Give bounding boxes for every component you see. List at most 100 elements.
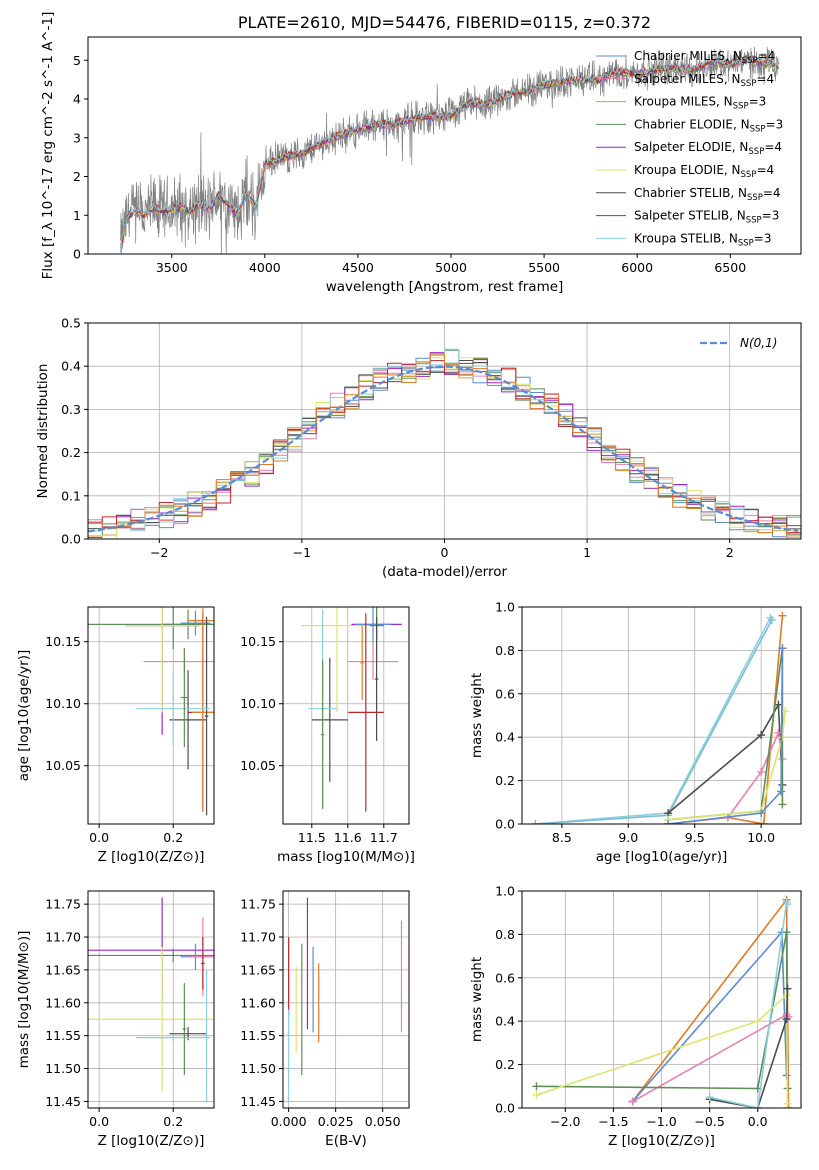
axes-frame (87, 36, 802, 255)
weight-marker (777, 787, 786, 796)
y-tick-label: 0.6 (495, 970, 515, 985)
x-tick: 9.0 (618, 824, 638, 845)
x-tick: 5000 (435, 254, 467, 275)
plot-area (301, 607, 402, 812)
y-tick: 11.65 (45, 962, 88, 977)
y-tick: 11.75 (240, 897, 283, 912)
panel-mass-vs-z: 0.0 0.2 11.45 11.50 11.55 11.60 11.65 11.70 11.7… (16, 890, 215, 1149)
weight-marker (759, 820, 768, 824)
x-tick-label: −0.5 (694, 1114, 724, 1129)
y-tick: 10.10 (240, 696, 283, 711)
y-tick-label: 11.60 (45, 995, 81, 1010)
y-tick-label: 11.60 (240, 995, 276, 1010)
x-tick: 11.7 (370, 824, 398, 845)
y-tick-label: 0 (73, 247, 81, 262)
axes-frame (282, 606, 410, 825)
x-tick-label: 0.2 (163, 830, 183, 845)
y-tick: 11.65 (240, 962, 283, 977)
y-tick: 0.3 (61, 402, 88, 417)
legend-label: Kroupa ELODIE, NSSP=4 (634, 163, 774, 180)
y-tick: 3 (73, 130, 88, 145)
x-tick: 0.2 (163, 824, 183, 845)
x-tick-label: 10.0 (747, 830, 775, 845)
y-tick-label: 0.2 (495, 1057, 515, 1072)
axes-frame (87, 606, 215, 825)
x-tick-label: 3500 (156, 260, 188, 275)
y-tick: 0.2 (61, 445, 88, 460)
y-tick-label: 11.55 (240, 1028, 276, 1043)
y-tick-label: 0.2 (61, 445, 81, 460)
y-axis-label: mass weight (469, 673, 485, 758)
y-tick: 10.10 (45, 696, 88, 711)
axes-frame (87, 322, 802, 540)
histogram-step-9 (88, 353, 801, 538)
y-tick-label: 0.8 (495, 927, 515, 942)
legend-item: Salpeter STELIB, NSSP=3 (596, 209, 779, 226)
panel-age-vs-mass: 11.5 11.6 11.7 10.05 10.10 10.15 mass [log10(M… (240, 606, 415, 865)
y-tick: 0 (73, 247, 88, 262)
y-tick: 0.6 (495, 970, 522, 985)
error-bar-point (301, 607, 373, 713)
x-axis-label: mass [log10(M/M⊙)] (277, 849, 415, 865)
y-tick-label: 0.4 (495, 1014, 515, 1029)
error-bar-point (88, 946, 214, 1092)
x-tick: 9.5 (685, 824, 705, 845)
y-axis-label: Normed distribution (35, 364, 51, 499)
plot-area (531, 611, 790, 824)
y-tick-label: 11.50 (45, 1061, 81, 1076)
y-tick-label: 11.70 (240, 930, 276, 945)
weight-marker (783, 1099, 792, 1108)
y-tick-label: 0.0 (61, 532, 81, 547)
weight-marker (778, 644, 787, 653)
y-tick: 11.70 (240, 930, 283, 945)
x-tick: 11.6 (334, 824, 362, 845)
panel-age-vs-z: 0.0 0.2 10.05 10.10 10.15 Z [log10(Z/Z⊙)] age … (16, 606, 215, 865)
weight-marker (783, 984, 792, 993)
plot-area (288, 897, 403, 1102)
y-tick-label: 11.65 (45, 962, 81, 977)
x-tick: 0 (441, 539, 449, 560)
x-tick-label: 9.0 (618, 830, 638, 845)
legend-item: Chabrier ELODIE, NSSP=3 (596, 117, 783, 134)
x-tick-label: 2 (726, 545, 734, 560)
y-tick: 2 (73, 169, 88, 184)
y-tick-label: 10.10 (45, 696, 81, 711)
error-bar-point (191, 613, 214, 812)
x-tick-label: −1.0 (646, 1114, 676, 1129)
x-tick-label: −1 (293, 545, 311, 560)
x-tick: −1 (293, 539, 311, 560)
legend-label: Chabrier MILES, NSSP=4 (634, 49, 775, 66)
x-tick: 0.025 (318, 1108, 354, 1129)
x-tick-label: −2 (150, 545, 168, 560)
x-tick-label: 0.050 (365, 1114, 401, 1129)
legend-label: Salpeter ELODIE, NSSP=4 (634, 140, 782, 157)
y-tick: 0.2 (495, 773, 522, 788)
legend: N(0,1) (700, 336, 777, 350)
x-tick: −1.0 (646, 1108, 677, 1129)
y-tick-label: 11.75 (45, 897, 81, 912)
weight-marker (532, 1090, 541, 1099)
error-bar-point (204, 616, 209, 816)
y-tick: 11.60 (240, 995, 283, 1010)
y-tick: 11.50 (45, 1061, 88, 1076)
plot-area (88, 607, 214, 816)
y-tick: 4 (73, 92, 88, 107)
error-bar-point (180, 647, 189, 748)
error-bar-point (311, 657, 348, 782)
x-axis-label: (data-model)/error (382, 564, 508, 580)
error-bar-point (355, 607, 391, 643)
y-tick: 0.4 (495, 1014, 522, 1029)
y-tick: 10.05 (45, 758, 88, 773)
y-tick-label: 0.1 (61, 488, 81, 503)
error-bar-point (169, 670, 207, 770)
normal-curve (88, 365, 799, 533)
weight-line-6 (668, 711, 786, 821)
y-axis-label: Flux [f_λ 10^-17 erg cm^-2 s^-1 A^-1] (40, 12, 56, 280)
x-tick-label: 5000 (435, 260, 467, 275)
legend-label: Kroupa STELIB, NSSP=3 (634, 231, 772, 248)
error-bar-point (182, 983, 187, 1076)
y-tick-label: 0.4 (61, 359, 81, 374)
y-tick: 0.5 (61, 316, 88, 331)
plot-area (88, 897, 214, 1102)
y-tick: 1 (73, 208, 88, 223)
